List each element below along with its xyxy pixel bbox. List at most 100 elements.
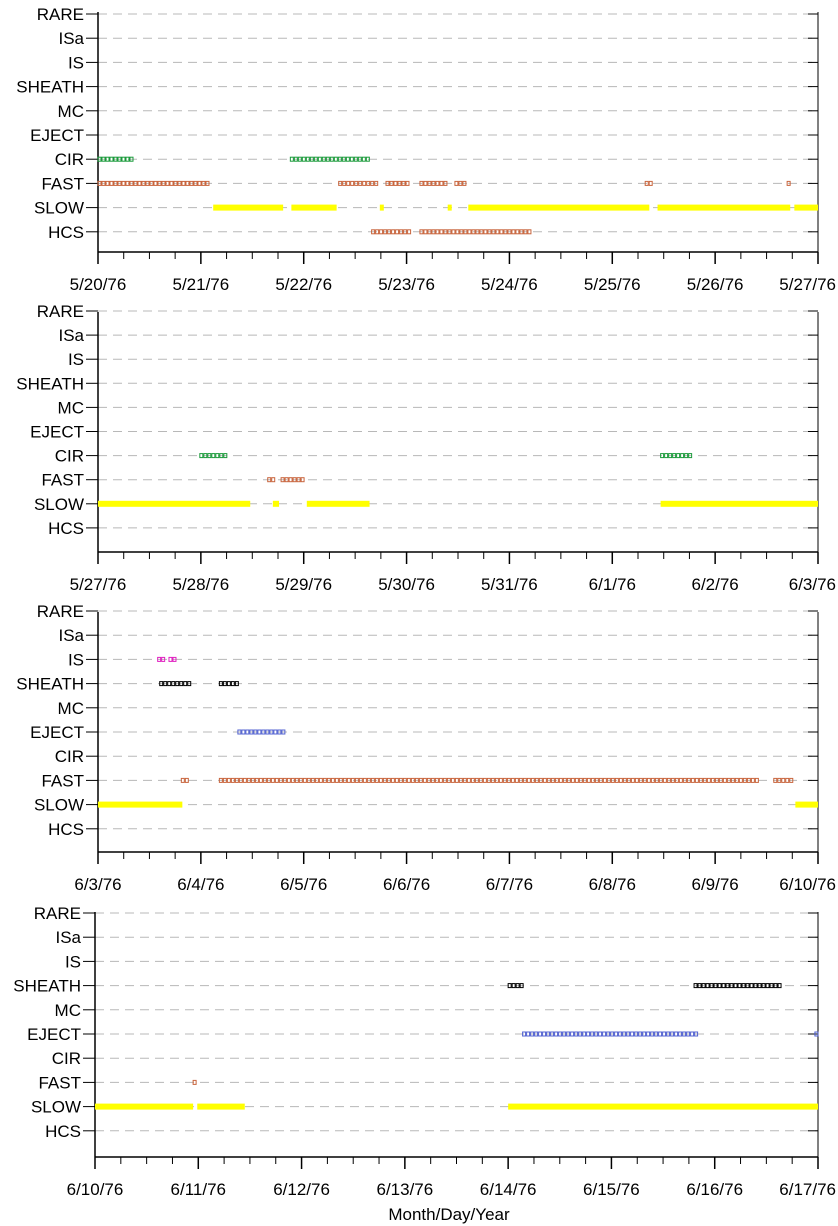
interval-marker (223, 453, 228, 459)
interval-marker (294, 777, 299, 783)
interval-fast (192, 1079, 197, 1085)
x-tick-label: 6/3/76 (74, 875, 121, 894)
interval-slow (98, 500, 251, 507)
interval-marker (403, 229, 408, 235)
interval-marker (189, 180, 194, 186)
interval-slow (379, 204, 384, 211)
interval-marker (594, 777, 599, 783)
interval-marker (193, 180, 198, 186)
interval-marker (362, 777, 367, 783)
interval-marker (382, 777, 387, 783)
panel-1: RARE ISa IS SHEATH MC EJECT CIR FAST SLOW HCS 5/20… (16, 5, 836, 294)
interval-marker (471, 229, 476, 235)
interval-marker (542, 1031, 547, 1037)
interval-marker (586, 1031, 591, 1037)
interval-marker (726, 777, 731, 783)
x-tick-label: 6/8/76 (589, 875, 636, 894)
x-tick-label: 5/20/76 (70, 275, 127, 294)
interval-marker (370, 180, 375, 186)
interval-marker (334, 777, 339, 783)
x-tick-label: 5/31/76 (481, 575, 538, 594)
interval-marker (495, 229, 500, 235)
interval-marker (566, 1031, 571, 1037)
interval-slow (272, 500, 280, 507)
interval-marker (277, 729, 282, 735)
interval-marker (634, 1031, 639, 1037)
interval-marker (296, 477, 301, 483)
interval-marker (241, 729, 246, 735)
interval-slow (795, 801, 818, 808)
category-label-sheath: SHEATH (16, 675, 84, 694)
interval-marker (171, 681, 176, 687)
interval-cir (289, 156, 370, 162)
category-label-fast: FAST (38, 1073, 81, 1092)
interval-marker (753, 983, 758, 989)
x-tick-label: 6/6/76 (383, 875, 430, 894)
category-label-rare: RARE (37, 302, 84, 321)
category-label-is: IS (68, 650, 84, 669)
interval-marker (491, 229, 496, 235)
interval-marker (353, 156, 358, 162)
interval-marker (443, 180, 448, 186)
interval-marker (717, 983, 722, 989)
interval-marker (668, 453, 673, 459)
interval-marker (145, 180, 150, 186)
interval-marker (395, 229, 400, 235)
interval-marker (234, 681, 239, 687)
interval-marker (672, 453, 677, 459)
interval-marker (405, 180, 410, 186)
category-label-mc: MC (58, 102, 84, 121)
interval-marker (777, 777, 782, 783)
x-tick-label: 5/21/76 (172, 275, 229, 294)
interval-marker (180, 777, 185, 783)
interval-marker (238, 777, 243, 783)
interval-marker (690, 777, 695, 783)
interval-marker (450, 777, 455, 783)
category-label-slow: SLOW (31, 1098, 81, 1117)
interval-marker (125, 156, 130, 162)
interval-marker (761, 983, 766, 989)
interval-marker (407, 229, 412, 235)
x-tick-label: 5/28/76 (172, 575, 229, 594)
interval-marker (169, 180, 174, 186)
interval-marker (519, 229, 524, 235)
interval-marker (125, 180, 130, 186)
interval-marker (454, 180, 459, 186)
interval-marker (729, 983, 734, 989)
interval-cir (199, 453, 228, 459)
interval-marker (249, 729, 254, 735)
interval-marker (733, 983, 738, 989)
interval-marker (644, 180, 649, 186)
x-tick-label: 5/25/76 (584, 275, 641, 294)
interval-marker (337, 156, 342, 162)
interval-marker (702, 777, 707, 783)
interval-marker (462, 777, 467, 783)
interval-marker (602, 777, 607, 783)
interval-slow (95, 1103, 194, 1110)
interval-marker (458, 180, 463, 186)
interval-marker (519, 983, 524, 989)
interval-marker (698, 777, 703, 783)
interval-marker (267, 477, 272, 483)
interval-marker (678, 777, 683, 783)
interval-marker (507, 983, 512, 989)
interval-marker (201, 180, 206, 186)
interval-marker (288, 477, 293, 483)
interval-marker (157, 656, 162, 662)
interval-marker (650, 1031, 655, 1037)
interval-marker (282, 777, 287, 783)
interval-marker (686, 1031, 691, 1037)
interval-marker (737, 983, 742, 989)
interval-marker (257, 729, 262, 735)
interval-marker (431, 180, 436, 186)
interval-marker (634, 777, 639, 783)
interval-marker (658, 1031, 663, 1037)
interval-marker (582, 1031, 587, 1037)
x-tick-label: 6/14/76 (480, 1180, 537, 1199)
interval-marker (427, 180, 432, 186)
interval-marker (447, 229, 452, 235)
interval-marker (594, 1031, 599, 1037)
interval-marker (179, 681, 184, 687)
interval-marker (658, 777, 663, 783)
interval-marker (486, 777, 491, 783)
